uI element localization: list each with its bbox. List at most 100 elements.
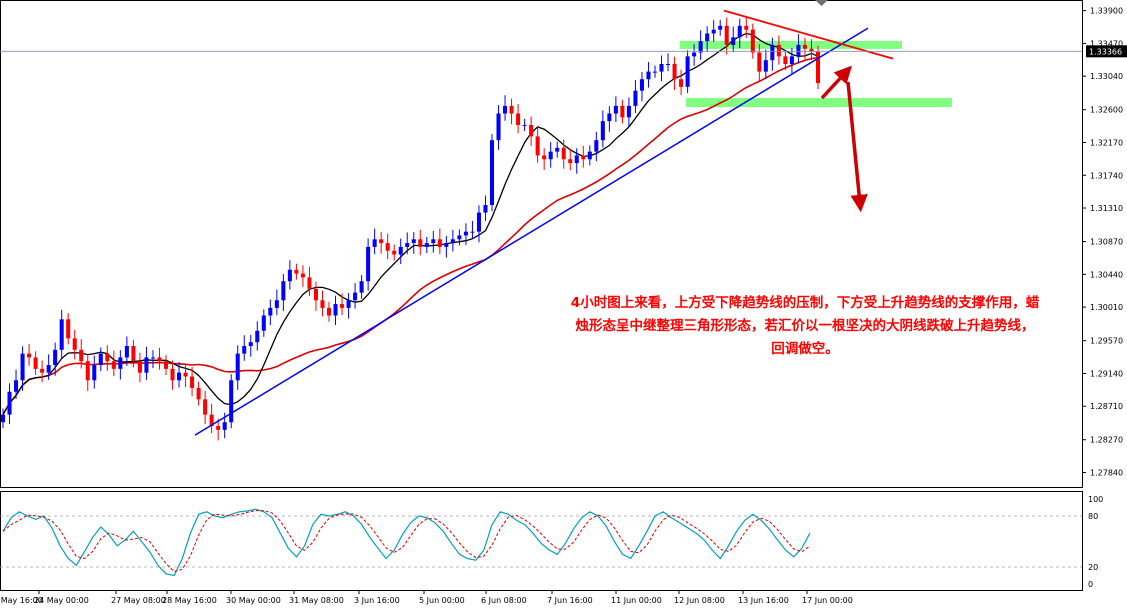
bull-candle [659, 63, 664, 72]
bear-candle [379, 239, 384, 244]
bear-candle [33, 357, 38, 369]
bull-candle [796, 44, 801, 57]
price-tick-label: 1.33470 [1090, 39, 1123, 48]
bull-candle [698, 41, 703, 53]
bear-candle [620, 105, 625, 118]
bull-candle [763, 60, 768, 72]
price-tick-label: 1.29140 [1090, 369, 1123, 378]
bear-candle [216, 426, 221, 430]
bull-candle [489, 140, 495, 205]
bull-candle [261, 315, 266, 331]
bear-candle [744, 25, 749, 30]
bull-candle [770, 44, 775, 61]
oscillator-tick-label: 80 [1088, 512, 1098, 521]
bear-candle [809, 48, 814, 52]
price-tick-label: 1.32600 [1090, 106, 1123, 115]
bull-candle [346, 300, 351, 308]
time-tick-label: 17 Jun 00:00 [802, 596, 853, 605]
bull-candle [222, 422, 227, 430]
bull-candle [268, 307, 273, 316]
bear-candle [105, 353, 110, 362]
bull-candle [633, 90, 638, 106]
bear-candle [679, 79, 684, 87]
bear-candle [724, 25, 729, 45]
time-tick-label: 21 May 16:00 [0, 596, 43, 605]
price-tick-label: 1.28270 [1090, 436, 1123, 445]
time-tick-label: 13 Jun 16:00 [738, 596, 789, 605]
time-tick-label: 27 May 08:00 [111, 596, 166, 605]
fast-moving-average-line [2, 32, 819, 415]
bear-candle [163, 361, 169, 369]
bull-candle [59, 319, 64, 350]
oscillator-frame [0, 491, 1083, 591]
bear-candle [307, 277, 312, 289]
bull-candle [92, 365, 97, 381]
bull-candle [124, 345, 129, 358]
bull-candle [144, 357, 149, 373]
bull-candle [431, 239, 436, 244]
bull-candle [731, 37, 736, 45]
bull-candle [737, 25, 742, 38]
bull-candle [7, 391, 12, 415]
current-price-badge [1086, 45, 1127, 58]
bull-candle [483, 204, 488, 213]
bull-candle [235, 353, 240, 381]
price-tick-label: 1.27840 [1090, 469, 1123, 478]
bull-candle [600, 121, 605, 141]
main-chart-frame [0, 0, 1083, 488]
time-tick-label: 12 Jun 08:00 [674, 596, 725, 605]
bear-candle [529, 124, 534, 137]
price-tick-label: 1.32170 [1090, 138, 1123, 147]
bear-candle [385, 243, 390, 251]
time-tick-label: 5 Jun 00:00 [419, 596, 465, 605]
price-tick-label: 1.30440 [1090, 270, 1123, 279]
bear-candle [190, 376, 195, 388]
time-tick-label: 24 May 00:00 [34, 596, 89, 605]
breakdown-arrow-icon [846, 81, 868, 213]
bear-candle [561, 147, 566, 160]
bear-candle [326, 307, 332, 316]
bear-candle [581, 155, 586, 160]
time-tick-label: 28 May 16:00 [162, 596, 217, 605]
bull-candle [646, 71, 651, 80]
bull-candle [450, 239, 455, 244]
bull-candle [639, 79, 644, 91]
downtrend-line [723, 9, 894, 60]
bull-candle [666, 63, 671, 65]
bull-candle [463, 231, 468, 236]
oscillator-tick-label: 100 [1088, 495, 1103, 504]
bear-candle [509, 105, 514, 114]
bull-candle [372, 239, 377, 247]
bull-candle [274, 300, 279, 308]
bull-candle [692, 52, 697, 57]
bull-candle [177, 372, 182, 381]
bear-candle [111, 361, 116, 369]
bull-candle [476, 212, 481, 232]
bear-candle [418, 239, 423, 247]
price-tick-label: 1.30870 [1090, 238, 1123, 247]
bear-candle [40, 368, 45, 373]
bull-candle [353, 292, 358, 301]
bull-candle [444, 243, 449, 247]
bear-candle [131, 345, 136, 362]
bear-candle [27, 353, 32, 358]
bear-candle [313, 288, 318, 301]
bull-candle [20, 353, 25, 381]
bear-candle [802, 44, 807, 49]
bull-candle [711, 29, 716, 34]
bull-candle [626, 105, 631, 118]
bear-candle [320, 300, 325, 308]
bear-candle [568, 159, 573, 164]
bull-candle [718, 25, 723, 30]
price-tick-label: 1.33900 [1090, 7, 1123, 16]
bull-candle [503, 105, 508, 114]
time-tick-label: 31 May 08:00 [289, 596, 344, 605]
bull-candle [333, 304, 338, 316]
price-tick-label: 1.28710 [1090, 402, 1123, 411]
bull-candle [14, 380, 19, 392]
bear-candle [516, 113, 521, 125]
bear-candle [72, 338, 77, 350]
current-price-label: 1.33366 [1089, 47, 1122, 56]
